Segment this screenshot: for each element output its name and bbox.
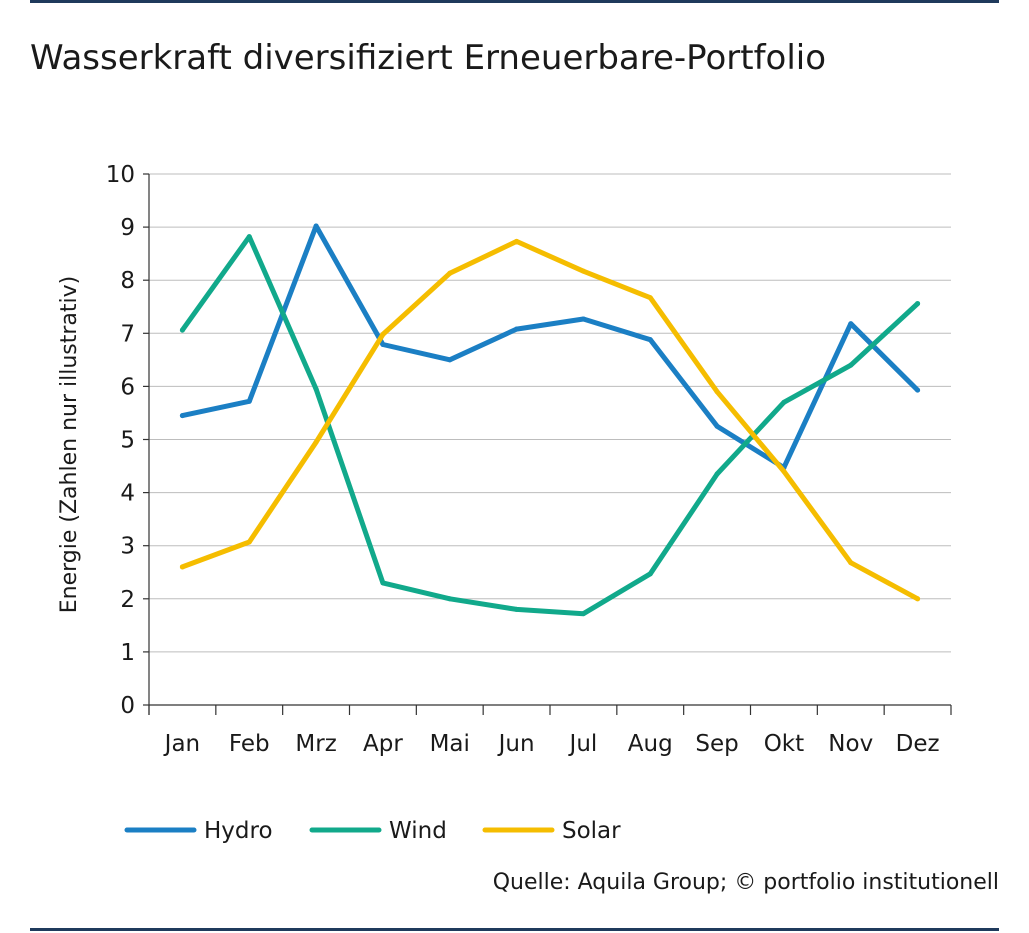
data-point-wind bbox=[915, 301, 921, 307]
x-tick-label: Aug bbox=[628, 731, 673, 757]
x-tick-label: Mrz bbox=[295, 731, 336, 757]
y-tick-label: 4 bbox=[120, 481, 135, 507]
x-tick-label: Jun bbox=[497, 731, 535, 757]
data-point-solar bbox=[514, 238, 520, 244]
x-tick-label: Dez bbox=[896, 731, 940, 757]
y-tick-label: 10 bbox=[106, 162, 135, 188]
top-rule bbox=[30, 0, 999, 3]
data-point-hydro bbox=[580, 316, 586, 322]
data-point-solar bbox=[915, 596, 921, 602]
data-point-solar bbox=[380, 331, 386, 337]
series-line-wind bbox=[179, 234, 921, 617]
data-point-solar bbox=[179, 564, 185, 570]
data-point-hydro bbox=[848, 321, 854, 327]
data-point-hydro bbox=[179, 413, 185, 419]
legend-label-hydro: Hydro bbox=[204, 818, 273, 844]
x-tick-label: Mai bbox=[430, 731, 470, 757]
data-point-solar bbox=[246, 539, 252, 545]
y-tick-label: 3 bbox=[120, 534, 135, 560]
x-tick-label: Jan bbox=[163, 731, 200, 757]
y-tick-label: 0 bbox=[120, 693, 135, 719]
data-point-solar bbox=[313, 439, 319, 445]
data-point-wind bbox=[246, 234, 252, 240]
x-tick-label: Okt bbox=[764, 731, 804, 757]
data-point-wind bbox=[781, 399, 787, 405]
x-tick-label: Nov bbox=[828, 731, 873, 757]
data-point-wind bbox=[447, 596, 453, 602]
data-point-wind bbox=[647, 571, 653, 577]
y-tick-label: 7 bbox=[120, 321, 135, 347]
data-point-hydro bbox=[647, 337, 653, 343]
data-point-solar bbox=[781, 468, 787, 474]
data-point-hydro bbox=[447, 357, 453, 363]
series-line-solar bbox=[179, 238, 921, 602]
legend-label-wind: Wind bbox=[389, 818, 447, 844]
series-line-hydro bbox=[179, 223, 921, 471]
x-tick-label: Feb bbox=[229, 731, 270, 757]
data-point-wind bbox=[179, 327, 185, 333]
bottom-rule bbox=[30, 928, 999, 931]
y-tick-label: 5 bbox=[120, 428, 135, 454]
data-point-wind bbox=[714, 471, 720, 477]
data-point-hydro bbox=[246, 398, 252, 404]
data-point-hydro bbox=[380, 341, 386, 347]
data-point-wind bbox=[514, 606, 520, 612]
data-point-wind bbox=[848, 362, 854, 368]
y-tick-label: 6 bbox=[120, 374, 135, 400]
legend-label-solar: Solar bbox=[562, 818, 621, 844]
data-point-solar bbox=[580, 268, 586, 274]
data-point-wind bbox=[580, 611, 586, 617]
x-tick-label: Sep bbox=[695, 731, 738, 757]
y-axis-label: Energie (Zahlen nur illustrativ) bbox=[57, 276, 82, 613]
data-point-solar bbox=[647, 295, 653, 301]
chart-title: Wasserkraft diversifiziert Erneuerbare-P… bbox=[30, 38, 827, 78]
data-point-hydro bbox=[514, 326, 520, 332]
y-tick-label: 9 bbox=[120, 215, 135, 241]
y-tick-label: 2 bbox=[120, 587, 135, 613]
data-point-solar bbox=[848, 560, 854, 566]
data-point-wind bbox=[380, 580, 386, 586]
x-tick-label: Jul bbox=[568, 731, 598, 757]
data-point-hydro bbox=[313, 223, 319, 229]
y-tick-label: 1 bbox=[120, 640, 135, 666]
data-point-solar bbox=[447, 270, 453, 276]
data-point-hydro bbox=[915, 387, 921, 393]
x-tick-label: Apr bbox=[363, 731, 403, 757]
data-point-hydro bbox=[714, 423, 720, 429]
source-note: Quelle: Aquila Group; © portfolio instit… bbox=[492, 870, 999, 895]
data-point-wind bbox=[313, 386, 319, 392]
data-point-solar bbox=[714, 389, 720, 395]
y-tick-label: 8 bbox=[120, 268, 135, 294]
